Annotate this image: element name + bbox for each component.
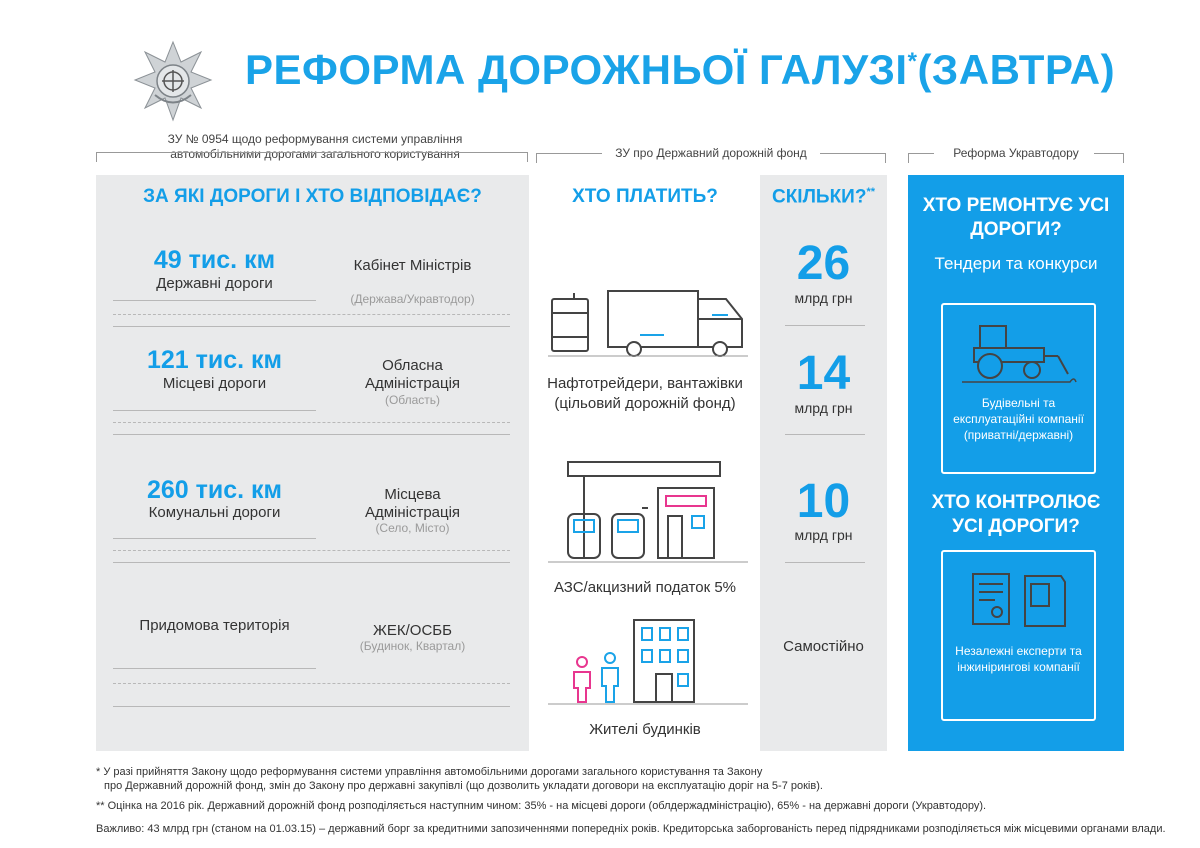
- section-label-reform: Реформа Укравтодору: [953, 146, 1079, 160]
- amounts-heading-text: СКІЛЬКИ?: [771, 186, 867, 208]
- footnote-3: Важливо: 43 млрд грн (станом на 01.03.15…: [96, 823, 1166, 835]
- roads-panel: [96, 175, 529, 751]
- payer-residents: Жителі будинків: [589, 721, 701, 738]
- road-resp-sub-communal: (Село, Місто): [375, 521, 450, 535]
- payer-gas-stations: АЗС/акцизний податок 5%: [553, 579, 737, 596]
- tractor-icon: [962, 325, 1077, 383]
- amounts-heading: СКІЛЬКИ?**: [760, 186, 887, 208]
- road-line: [113, 706, 510, 707]
- documents-icon: [972, 573, 1066, 627]
- footnote-1-line-2: про Державний дорожній фонд, змін до Зак…: [104, 780, 823, 792]
- road-line: [113, 562, 510, 563]
- road-km-communal: 260 тис. км: [146, 476, 283, 504]
- road-type-communal: Комунальні дороги: [148, 504, 281, 521]
- control-heading: ХТО КОНТРОЛЮЄ УСІ ДОРОГИ?: [931, 492, 1101, 537]
- roads-heading: ЗА ЯКІ ДОРОГИ І ХТО ВІДПОВІДАЄ?: [143, 186, 482, 207]
- road-resp-sub-local: (Область): [384, 393, 441, 407]
- bracket-left-reform: [908, 153, 934, 154]
- amount-value-10: 10: [796, 475, 851, 528]
- road-km-state: 49 тис. км: [153, 246, 276, 274]
- amount-unit: млрд грн: [794, 400, 853, 416]
- road-km-local: 121 тис. км: [146, 346, 283, 374]
- page-title: РЕФОРМА ДОРОЖНЬОЇ ГАЛУЗІ*(ЗАВТРА): [245, 46, 1115, 94]
- page-title-tail: (ЗАВТРА): [917, 46, 1116, 93]
- repair-heading: ХТО РЕМОНТУЄ УСІ ДОРОГИ?: [922, 195, 1110, 240]
- road-line: [113, 538, 316, 539]
- road-line-dashed: [113, 422, 510, 423]
- road-resp-local: Обласна Адміністрація: [364, 357, 461, 392]
- page-title-text: РЕФОРМА ДОРОЖНЬОЇ ГАЛУЗІ: [245, 46, 908, 93]
- residents-house-icon: [548, 619, 748, 705]
- truck-barrel-icon: [548, 290, 748, 357]
- repair-subheading: Тендери та конкурси: [934, 254, 1098, 273]
- section-bracket-fund: [536, 153, 886, 163]
- reform-panel: [908, 175, 1124, 751]
- bracket-left-fund: [536, 153, 602, 154]
- road-line: [113, 434, 510, 435]
- title-footnote-mark: *: [907, 48, 918, 75]
- control-card: [941, 550, 1096, 721]
- repair-card: [941, 303, 1096, 474]
- amount-unit: млрд грн: [794, 290, 853, 306]
- section-bracket-reform: [908, 153, 1124, 163]
- payer-truckers: Нафтотрейдери, вантажівки (цільовий доро…: [547, 375, 743, 412]
- footnote-2: ** Оцінка на 2016 рік. Державний дорожні…: [96, 800, 987, 812]
- road-line: [113, 326, 510, 327]
- gas-station-icon: [548, 461, 748, 563]
- bracket-right-fund: [820, 153, 886, 154]
- road-resp-yard: ЖЕК/ОСББ: [373, 622, 452, 639]
- control-card-text: Незалежні експерти та інжинірингові комп…: [955, 644, 1082, 674]
- amount-value-26: 26: [796, 237, 851, 290]
- road-line: [113, 410, 316, 411]
- road-type-state: Державні дороги: [156, 275, 273, 292]
- payers-heading: ХТО ПЛАТИТЬ?: [572, 186, 718, 207]
- road-line-dashed: [113, 314, 510, 315]
- section-label-law-fund: ЗУ про Державний дорожній фонд: [615, 146, 807, 160]
- road-resp-state: Кабінет Міністрів: [353, 257, 472, 274]
- amount-line: [785, 562, 865, 563]
- amount-unit: млрд грн: [794, 527, 853, 543]
- amount-line: [785, 434, 865, 435]
- amounts-footnote-mark: **: [866, 186, 875, 198]
- road-type-local: Місцеві дороги: [162, 375, 267, 392]
- road-line-dashed: [113, 550, 510, 551]
- road-line: [113, 300, 316, 301]
- coat-of-arms-icon: [133, 40, 213, 122]
- road-resp-sub-state: (Держава/Укравтодор): [350, 292, 475, 306]
- road-type-yard: Придомова територія: [139, 617, 290, 634]
- amounts-panel: [760, 175, 887, 751]
- road-resp-communal: Місцева Адміністрація: [364, 486, 461, 521]
- amount-line: [785, 325, 865, 326]
- section-label-law-roads: ЗУ № 0954 щодо реформування системи упра…: [167, 132, 463, 161]
- road-line-dashed: [113, 683, 510, 684]
- amount-value-self: Самостійно: [783, 638, 864, 655]
- road-resp-sub-yard: (Будинок, Квартал): [359, 639, 466, 653]
- section-bracket-roads: [96, 152, 528, 162]
- footnote-1-line-1: * У разі прийняття Закону щодо реформува…: [96, 766, 763, 778]
- amount-value-14: 14: [796, 347, 851, 400]
- bracket-right-reform: [1094, 153, 1124, 154]
- road-line: [113, 668, 316, 669]
- repair-card-text: Будівельні та експлуатаційні компанії (п…: [953, 396, 1084, 442]
